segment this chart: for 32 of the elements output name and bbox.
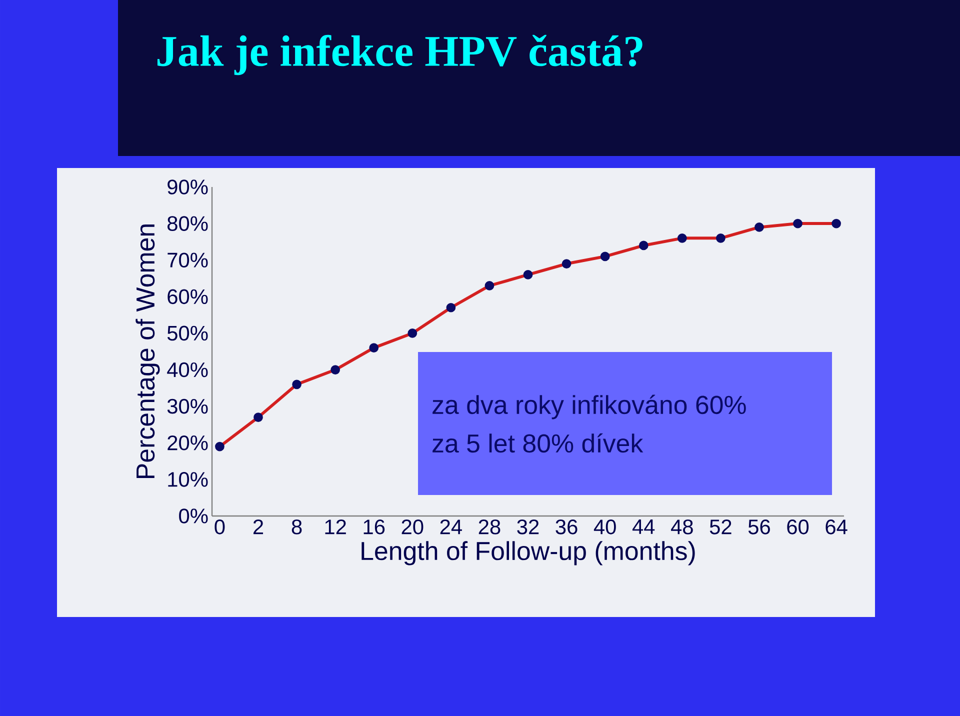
x-tick-label: 60 <box>787 520 809 534</box>
y-tick-label: 70% <box>168 252 208 268</box>
x-tick-label: 0 <box>214 520 225 534</box>
x-tick-label: 12 <box>325 520 346 534</box>
y-tick-label: 80% <box>168 216 208 231</box>
y-tick-label: 50% <box>167 326 208 341</box>
y-tick-label: 60% <box>168 289 208 304</box>
x-tick-label: 44 <box>632 520 655 534</box>
x-tick-label: 52 <box>710 520 732 534</box>
x-tick-label: 28 <box>478 520 500 534</box>
y-tick-label: 90% <box>168 180 208 194</box>
x-tick-label: 64 <box>826 520 848 534</box>
chart-title: Jak je infekce HPV častá? <box>157 34 642 76</box>
annotation: za 5 let 80% dívek <box>432 433 644 453</box>
annotation: za dva roky infikováno 60% <box>432 394 746 420</box>
x-tick-label: 36 <box>556 520 578 534</box>
y-axis-title: Percentage of Women <box>136 224 160 478</box>
x-tick-label: 40 <box>594 520 616 534</box>
x-tick-label: 56 <box>748 520 770 534</box>
y-tick-label: 0% <box>179 508 208 524</box>
x-tick-label: 20 <box>402 520 424 534</box>
x-tick-label: 48 <box>671 520 693 534</box>
x-tick-label: 8 <box>292 520 302 534</box>
y-tick-label: 20% <box>168 435 208 450</box>
y-tick-label: 40% <box>167 362 208 378</box>
y-tick-label: 10% <box>168 472 208 487</box>
x-tick-label: 32 <box>517 520 539 534</box>
y-tick-label: 30% <box>167 398 208 414</box>
x-tick-label: 2 <box>253 520 264 534</box>
x-tick-label: 24 <box>440 520 462 534</box>
x-tick-label: 16 <box>364 520 385 534</box>
x-axis-title: Length of Follow-up (months) <box>362 541 695 566</box>
